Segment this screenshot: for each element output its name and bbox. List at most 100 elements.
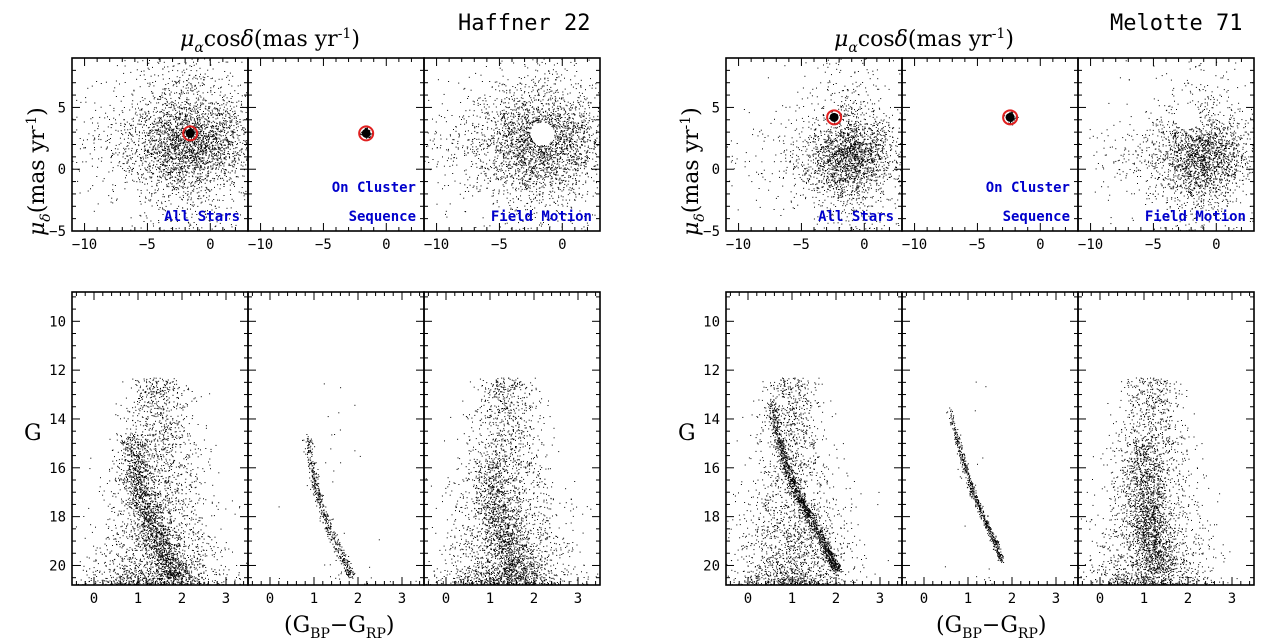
star-point (190, 83, 191, 84)
star-point (176, 133, 177, 134)
star-point (122, 134, 123, 135)
star-point (169, 161, 170, 162)
star-point (186, 172, 187, 173)
star-point (529, 149, 530, 150)
star-point (200, 160, 201, 161)
star-point (177, 76, 178, 77)
star-point (472, 151, 473, 152)
star-point (512, 110, 513, 111)
star-point (552, 125, 553, 126)
star-point (534, 117, 535, 118)
star-point (521, 97, 522, 98)
star-point (186, 163, 187, 164)
star-point (230, 135, 231, 136)
star-point (228, 151, 229, 152)
star-point (195, 156, 196, 157)
star-point (177, 180, 178, 181)
star-point (169, 139, 170, 140)
star-point (440, 147, 441, 148)
star-point (139, 165, 140, 166)
star-point (183, 186, 184, 187)
star-point (226, 125, 227, 126)
star-point (552, 151, 553, 152)
star-point (510, 116, 511, 117)
star-point (495, 128, 496, 129)
star-point (180, 145, 181, 146)
star-point (484, 140, 485, 141)
star-point (517, 101, 518, 102)
star-point (193, 145, 194, 146)
star-point (567, 137, 568, 138)
star-point (518, 170, 519, 171)
star-point (194, 165, 195, 166)
star-point (526, 131, 527, 132)
star-point (183, 195, 184, 196)
star-point (174, 93, 175, 94)
star-point (150, 201, 151, 202)
star-point (148, 140, 149, 141)
star-point (202, 169, 203, 170)
star-point (208, 142, 209, 143)
star-point (111, 157, 112, 158)
star-point (159, 59, 160, 60)
star-point (552, 113, 553, 114)
star-point (112, 153, 113, 154)
star-point (543, 178, 544, 179)
star-point (158, 134, 159, 135)
star-point (183, 142, 184, 143)
star-point (233, 161, 234, 162)
star-point (200, 178, 201, 179)
star-point (510, 161, 511, 162)
star-point (517, 163, 518, 164)
star-point (211, 131, 212, 132)
star-point (194, 65, 195, 66)
star-point (495, 89, 496, 90)
star-point (175, 141, 176, 142)
star-point (153, 124, 154, 125)
star-point (203, 111, 204, 112)
star-point (181, 108, 182, 109)
star-point (171, 168, 172, 169)
x-tick-label: 0 (382, 237, 390, 253)
star-point (153, 226, 154, 227)
star-point (245, 191, 246, 192)
star-point (234, 90, 235, 91)
star-point (485, 173, 486, 174)
star-point (108, 126, 109, 127)
star-point (567, 203, 568, 204)
star-point (205, 147, 206, 148)
star-point (147, 155, 148, 156)
star-point (80, 102, 81, 103)
star-point (173, 148, 174, 149)
star-point (580, 95, 581, 96)
star-point (186, 80, 187, 81)
star-point (501, 144, 502, 145)
star-point (494, 135, 495, 136)
x-tick-label: −10 (72, 237, 97, 253)
star-point (559, 154, 560, 155)
star-point (152, 67, 153, 68)
star-point (170, 195, 171, 196)
star-point (237, 163, 238, 164)
star-point (505, 170, 506, 171)
star-point (193, 152, 194, 153)
cluster-title-right: Melotte 71 (1110, 11, 1242, 36)
star-point (191, 199, 192, 200)
star-point (214, 187, 215, 188)
star-point (138, 145, 139, 146)
star-point (469, 77, 470, 78)
star-point (192, 205, 193, 206)
star-point (208, 121, 209, 122)
star-point (165, 94, 166, 95)
star-point (552, 98, 553, 99)
star-point (474, 126, 475, 127)
star-point (193, 94, 194, 95)
star-point (199, 76, 200, 77)
star-point (197, 147, 198, 148)
star-point (554, 105, 555, 106)
star-point (140, 160, 141, 161)
star-point (477, 179, 478, 180)
star-point (175, 177, 176, 178)
star-point (555, 136, 556, 137)
star-point (178, 145, 179, 146)
